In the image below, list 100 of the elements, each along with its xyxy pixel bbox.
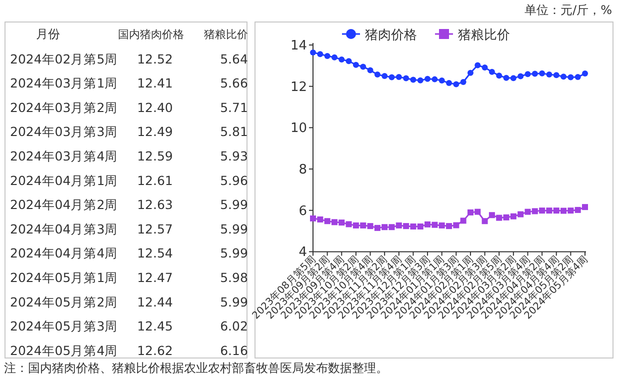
- category-label: 2024年05月第3周: [10, 318, 118, 334]
- data-label: 12.40: [137, 100, 173, 115]
- category-label: 2024年03月第4周: [10, 148, 118, 164]
- point: [560, 208, 567, 214]
- point: [460, 79, 466, 85]
- category-label: 2024年03月第2周: [10, 100, 118, 115]
- text: 注：国内猪肉价格、猪粮比价根据农业农村部畜牧兽医局发布数据整理。: [4, 361, 388, 375]
- data-label: 6.02: [220, 318, 248, 334]
- point: [324, 52, 330, 59]
- point: [446, 80, 452, 86]
- category-label: 2024年02月第5周: [10, 51, 118, 66]
- data-label: 12.62: [137, 342, 173, 358]
- point: [310, 49, 316, 56]
- point: [317, 51, 324, 58]
- data-label: 5.81: [220, 124, 248, 140]
- point: [546, 208, 552, 214]
- data-label: 5.99: [220, 197, 248, 212]
- category-label: 2024年04月第2周: [10, 197, 118, 212]
- point: [324, 218, 330, 224]
- data-label: 12.54: [137, 246, 173, 261]
- data-label: 5.99: [220, 221, 248, 236]
- point: [352, 222, 359, 228]
- data-label: 5.98: [220, 270, 248, 285]
- category-label: 2024年04月第1周: [10, 172, 118, 188]
- point: [310, 215, 316, 222]
- point: [331, 219, 338, 226]
- point: [546, 72, 552, 78]
- point: [539, 70, 546, 76]
- point: [482, 218, 488, 224]
- point: [346, 58, 352, 64]
- point: [388, 224, 395, 230]
- legend-label: 猪肉价格: [365, 28, 417, 43]
- text: 猪粮比价: [204, 28, 248, 41]
- category-label: 2024年05月第4周: [10, 342, 118, 358]
- data-label: 12.63: [137, 197, 173, 212]
- point: [331, 54, 338, 60]
- point: [360, 64, 366, 70]
- point: [396, 74, 402, 80]
- category-label: 2024年03月第1周: [10, 76, 118, 91]
- point: [482, 64, 488, 71]
- point: [532, 70, 538, 77]
- point: [367, 223, 374, 230]
- data-label: 12.41: [137, 76, 173, 91]
- data-label: 5.96: [220, 172, 248, 188]
- point: [524, 71, 531, 78]
- point: [424, 76, 431, 82]
- point: [532, 208, 538, 214]
- data-label: 12.57: [137, 221, 173, 236]
- data-label: 12.59: [137, 148, 173, 164]
- point: [374, 72, 380, 78]
- point: [582, 70, 588, 77]
- point: [317, 216, 324, 222]
- point: [574, 74, 581, 80]
- text: 月份: [36, 27, 60, 41]
- legend-label: 猪粮比价: [458, 28, 510, 43]
- point: [488, 212, 495, 218]
- data-label: 12.49: [137, 124, 173, 140]
- point: [496, 72, 502, 79]
- point: [367, 67, 374, 74]
- point: [496, 214, 502, 221]
- data-label: 5.71: [220, 100, 248, 115]
- point: [510, 75, 516, 82]
- data-label: 5.99: [220, 246, 248, 261]
- point: [553, 208, 560, 214]
- point: [432, 222, 438, 228]
- y-tick-label: 4: [298, 245, 307, 260]
- data-label: 12.45: [137, 318, 173, 334]
- data-label: 12.52: [137, 51, 173, 66]
- y-tick-label: 10: [290, 121, 307, 136]
- point: [474, 62, 481, 68]
- category-label: 2024年05月第1周: [10, 270, 118, 285]
- point: [382, 73, 388, 80]
- point: [403, 75, 410, 82]
- data-label: 5.93: [220, 148, 248, 164]
- y-tick-label: 12: [290, 80, 307, 95]
- data-label: 12.61: [137, 172, 173, 188]
- point: [432, 76, 438, 82]
- point: [568, 74, 574, 80]
- category-label: 2024年05月第2周: [10, 294, 118, 310]
- point: [453, 81, 460, 88]
- data-label: 5.64: [220, 51, 248, 66]
- point: [382, 224, 388, 230]
- point: [438, 78, 445, 84]
- point: [346, 221, 352, 228]
- y-tick-label: 14: [290, 38, 307, 54]
- point: [488, 68, 495, 75]
- point: [410, 223, 416, 230]
- point: [388, 74, 395, 80]
- point: [568, 208, 574, 214]
- point: [446, 223, 452, 230]
- point: [410, 76, 416, 83]
- point: [503, 214, 510, 220]
- y-tick-label: 6: [298, 204, 307, 219]
- point: [539, 208, 546, 214]
- data-label: 6.16: [220, 342, 248, 358]
- point: [338, 56, 345, 62]
- point: [518, 73, 524, 80]
- point: [424, 221, 431, 228]
- point: [396, 222, 402, 228]
- point: [417, 77, 424, 84]
